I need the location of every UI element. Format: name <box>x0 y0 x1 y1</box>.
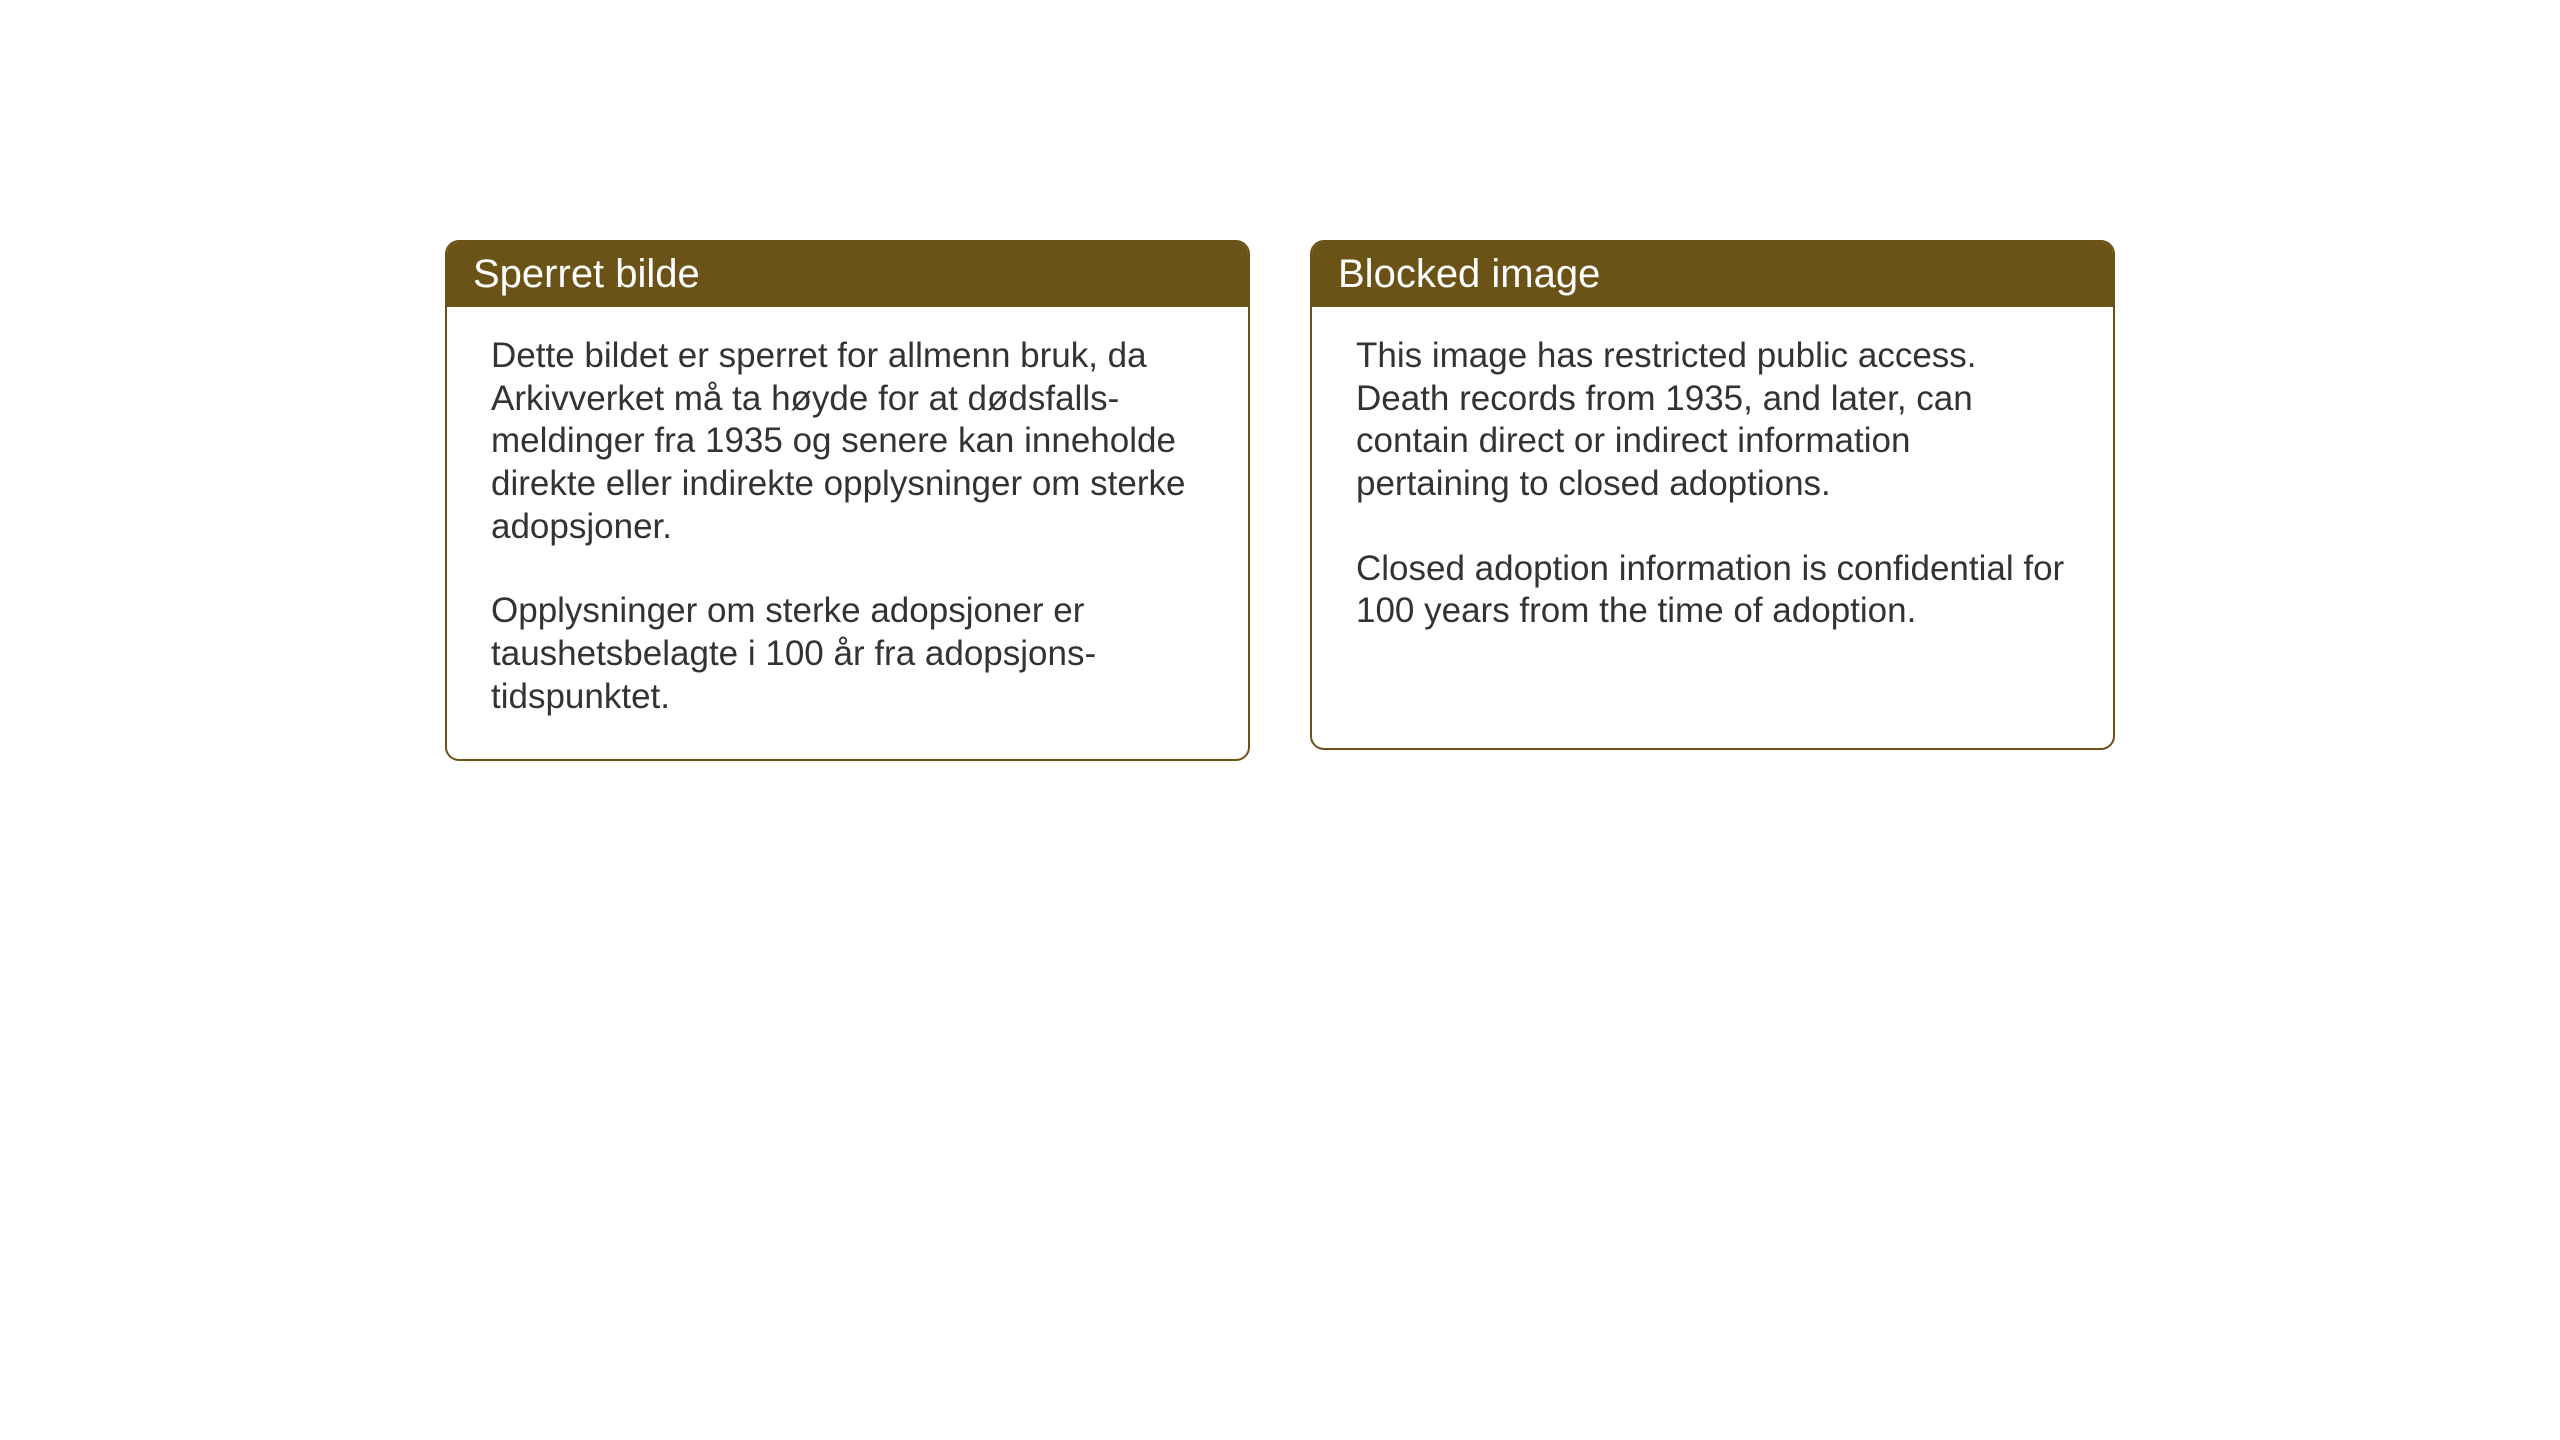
notice-card-english: Blocked image This image has restricted … <box>1310 240 2115 750</box>
card-body-norwegian: Dette bildet er sperret for allmenn bruk… <box>447 307 1248 759</box>
paragraph-1-norwegian: Dette bildet er sperret for allmenn bruk… <box>491 335 1204 548</box>
card-title-norwegian: Sperret bilde <box>473 252 700 296</box>
card-header-english: Blocked image <box>1312 242 2113 307</box>
paragraph-2-english: Closed adoption information is confident… <box>1356 548 2069 633</box>
notice-container: Sperret bilde Dette bildet er sperret fo… <box>445 240 2115 761</box>
card-header-norwegian: Sperret bilde <box>447 242 1248 307</box>
card-body-english: This image has restricted public access.… <box>1312 307 2113 673</box>
paragraph-1-english: This image has restricted public access.… <box>1356 335 2069 506</box>
notice-card-norwegian: Sperret bilde Dette bildet er sperret fo… <box>445 240 1250 761</box>
paragraph-2-norwegian: Opplysninger om sterke adopsjoner er tau… <box>491 590 1204 718</box>
card-title-english: Blocked image <box>1338 252 1600 296</box>
